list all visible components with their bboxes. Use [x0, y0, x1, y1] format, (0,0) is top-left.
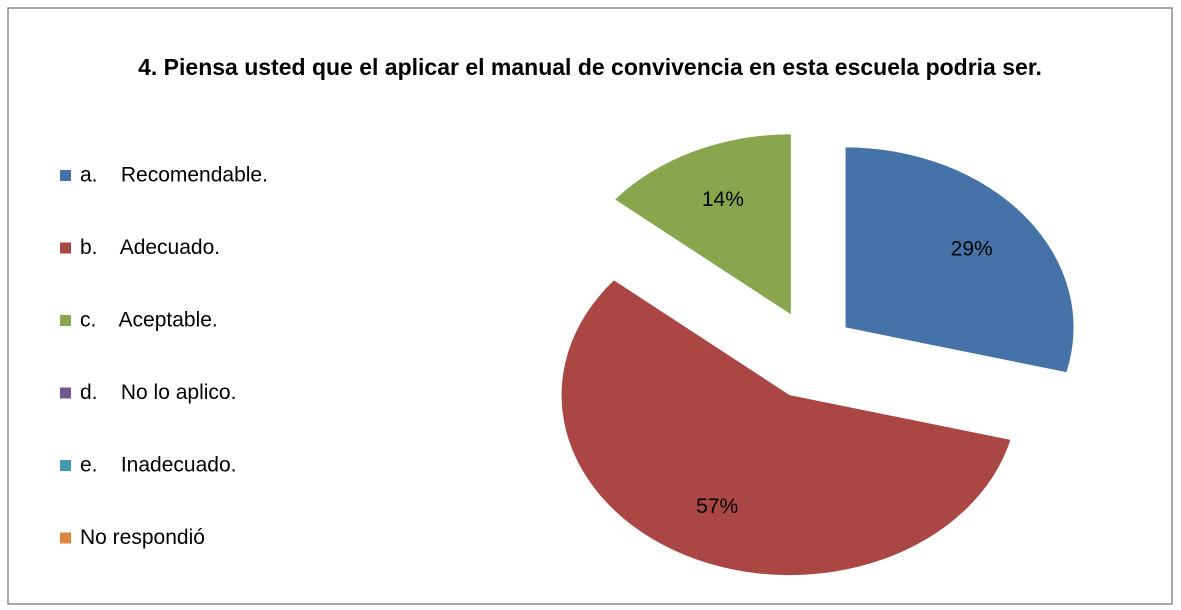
data-label: 29% — [951, 238, 993, 261]
legend-swatch — [60, 242, 71, 254]
legend-swatch — [60, 315, 71, 326]
legend-label: a. Recomendable. — [80, 164, 268, 187]
legend-swatch — [60, 170, 71, 181]
pie-slice — [615, 134, 791, 315]
data-label: 14% — [702, 188, 744, 211]
legend-swatch — [60, 387, 71, 399]
legend-label: e. Inadecuado. — [80, 454, 236, 477]
pie-slice — [561, 280, 1011, 576]
chart-title: 4. Piensa usted que el aplicar el manual… — [138, 54, 1042, 80]
legend-label: b. Adecuado. — [80, 236, 220, 259]
legend-swatch — [60, 532, 71, 544]
legend-swatch — [60, 460, 71, 471]
legend-label: d. No lo aplico. — [80, 381, 236, 404]
legend-label: No respondió — [80, 526, 205, 549]
data-label: 57% — [696, 495, 738, 518]
pie-slice — [845, 147, 1074, 373]
legend-label: c. Aceptable. — [80, 309, 218, 332]
